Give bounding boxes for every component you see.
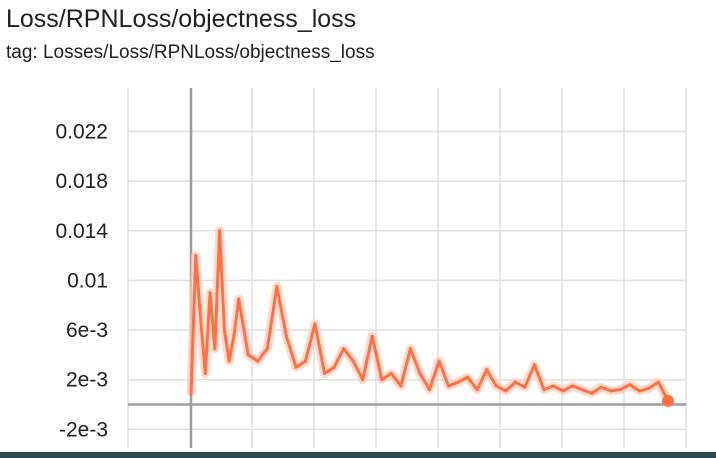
data-point xyxy=(475,388,479,392)
y-tick-label: 2e-3 xyxy=(66,369,108,392)
data-point xyxy=(218,229,222,233)
data-point xyxy=(275,285,279,289)
bottom-bar xyxy=(0,452,716,458)
y-tick-label: -2e-3 xyxy=(59,418,108,441)
data-point xyxy=(246,353,250,357)
data-point xyxy=(284,334,288,338)
data-point xyxy=(313,322,317,326)
data-point xyxy=(232,334,236,338)
data-point xyxy=(399,384,403,388)
data-point xyxy=(494,384,498,388)
data-point xyxy=(561,389,565,393)
data-point xyxy=(656,380,661,384)
y-tick-label: 6e-3 xyxy=(66,319,108,342)
y-tick-label: 0.022 xyxy=(55,120,108,143)
data-point xyxy=(213,347,217,351)
data-point xyxy=(609,389,613,393)
data-point xyxy=(427,388,432,392)
data-point xyxy=(351,359,355,363)
data-point xyxy=(485,368,489,372)
data-point xyxy=(332,365,336,369)
data-point xyxy=(198,316,203,320)
data-point xyxy=(466,375,470,379)
data-point xyxy=(227,359,231,363)
data-point xyxy=(647,386,651,391)
data-point xyxy=(189,393,193,397)
data-point xyxy=(571,384,575,388)
raw-series-line xyxy=(186,226,673,403)
data-point xyxy=(265,347,269,351)
data-point xyxy=(446,384,451,388)
last-value-marker xyxy=(662,394,674,407)
data-point xyxy=(322,371,327,376)
data-point xyxy=(203,371,207,376)
chart-title: Loss/RPNLoss/objectness_loss xyxy=(6,5,357,33)
data-point xyxy=(370,334,374,338)
series-line xyxy=(189,229,670,402)
data-point xyxy=(380,378,384,382)
data-point xyxy=(437,359,441,363)
data-point xyxy=(513,380,517,384)
data-point xyxy=(628,383,632,387)
data-point xyxy=(237,297,241,301)
data-point xyxy=(303,359,308,363)
data-point xyxy=(580,388,584,392)
data-point xyxy=(637,389,641,393)
data-point xyxy=(590,391,594,395)
data-point xyxy=(418,371,422,376)
data-point xyxy=(256,359,260,363)
data-point xyxy=(599,385,603,389)
data-point xyxy=(542,388,546,392)
data-point xyxy=(294,365,298,369)
data-point xyxy=(389,371,393,376)
data-point xyxy=(194,253,198,258)
y-tick-label: 0.01 xyxy=(67,269,108,292)
data-point xyxy=(532,363,537,367)
y-tick-label: 0.014 xyxy=(55,220,108,243)
chart-tag: tag: Losses/Loss/RPNLoss/objectness_loss xyxy=(6,42,375,63)
data-point xyxy=(208,291,212,295)
data-point xyxy=(408,347,413,351)
data-point xyxy=(618,388,622,392)
data-point xyxy=(523,385,527,389)
y-tick-label: 0.018 xyxy=(55,170,108,193)
data-point xyxy=(456,380,460,384)
data-point xyxy=(551,384,556,388)
data-point xyxy=(342,347,346,351)
data-point xyxy=(504,389,508,393)
data-point xyxy=(361,378,365,382)
data-point xyxy=(222,328,226,332)
